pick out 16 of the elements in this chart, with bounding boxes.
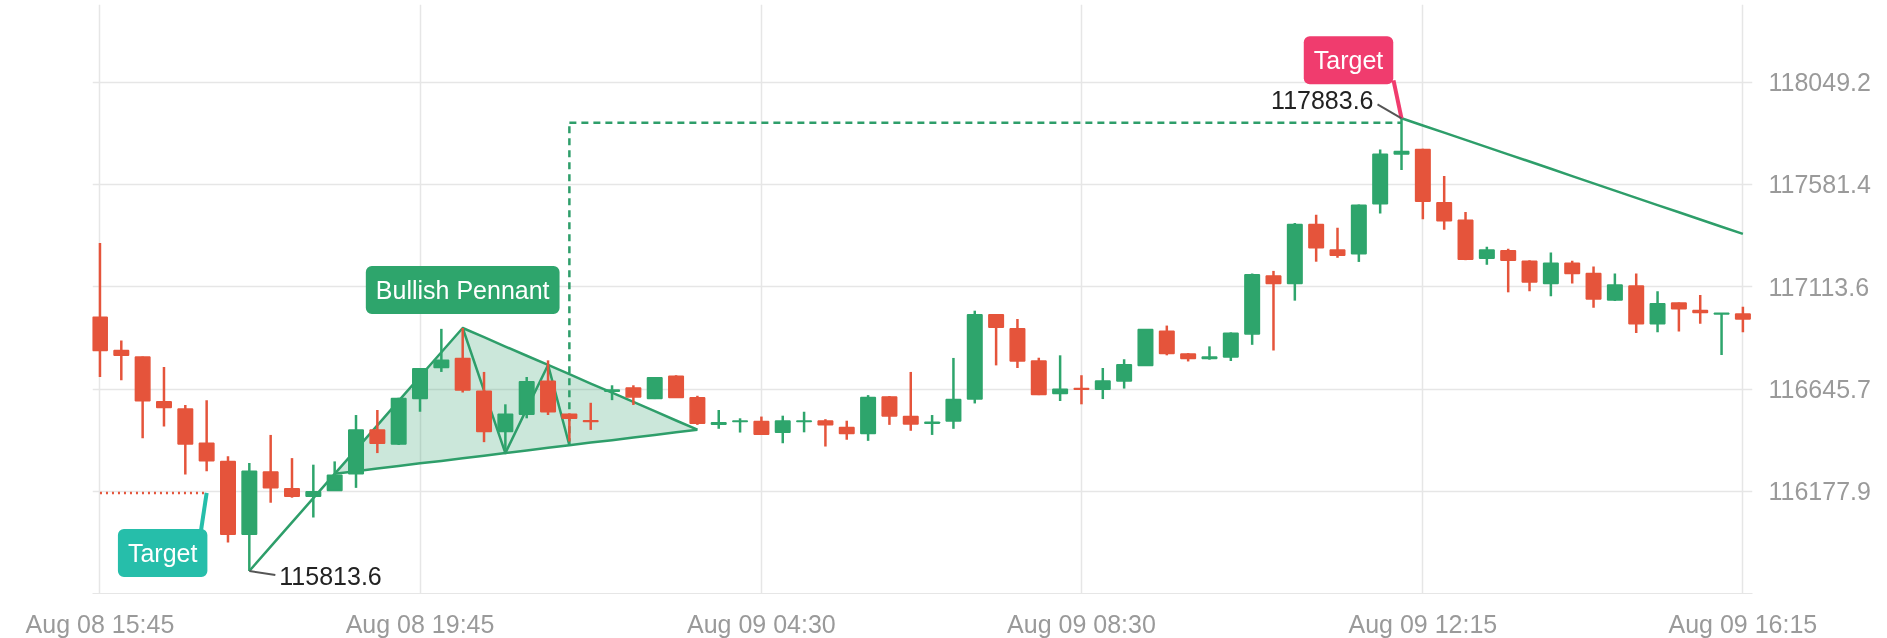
- annotation: Target: [1313, 46, 1384, 75]
- x-tick-label: Aug 09 16:15: [1668, 609, 1818, 638]
- x-tick-label: Aug 08 19:45: [345, 609, 495, 638]
- y-tick-label: 117113.6: [1768, 272, 1870, 301]
- annotation: 117883.6: [1271, 86, 1374, 115]
- x-tick-label: Aug 09 12:15: [1348, 609, 1498, 638]
- x-tick-label: Aug 09 08:30: [1007, 609, 1156, 638]
- annotation: 115813.6: [279, 562, 382, 591]
- y-tick-label: 118049.2: [1768, 68, 1871, 97]
- y-tick-label: 117581.4: [1768, 170, 1872, 199]
- y-tick-label: 116177.9: [1768, 477, 1871, 506]
- annotation: Bullish Pennant: [375, 275, 550, 304]
- y-tick-label: 116645.7: [1768, 375, 1871, 404]
- annotation: Target: [127, 538, 198, 567]
- x-tick-label: Aug 08 15:45: [25, 609, 175, 638]
- x-tick-label: Aug 09 04:30: [687, 609, 836, 638]
